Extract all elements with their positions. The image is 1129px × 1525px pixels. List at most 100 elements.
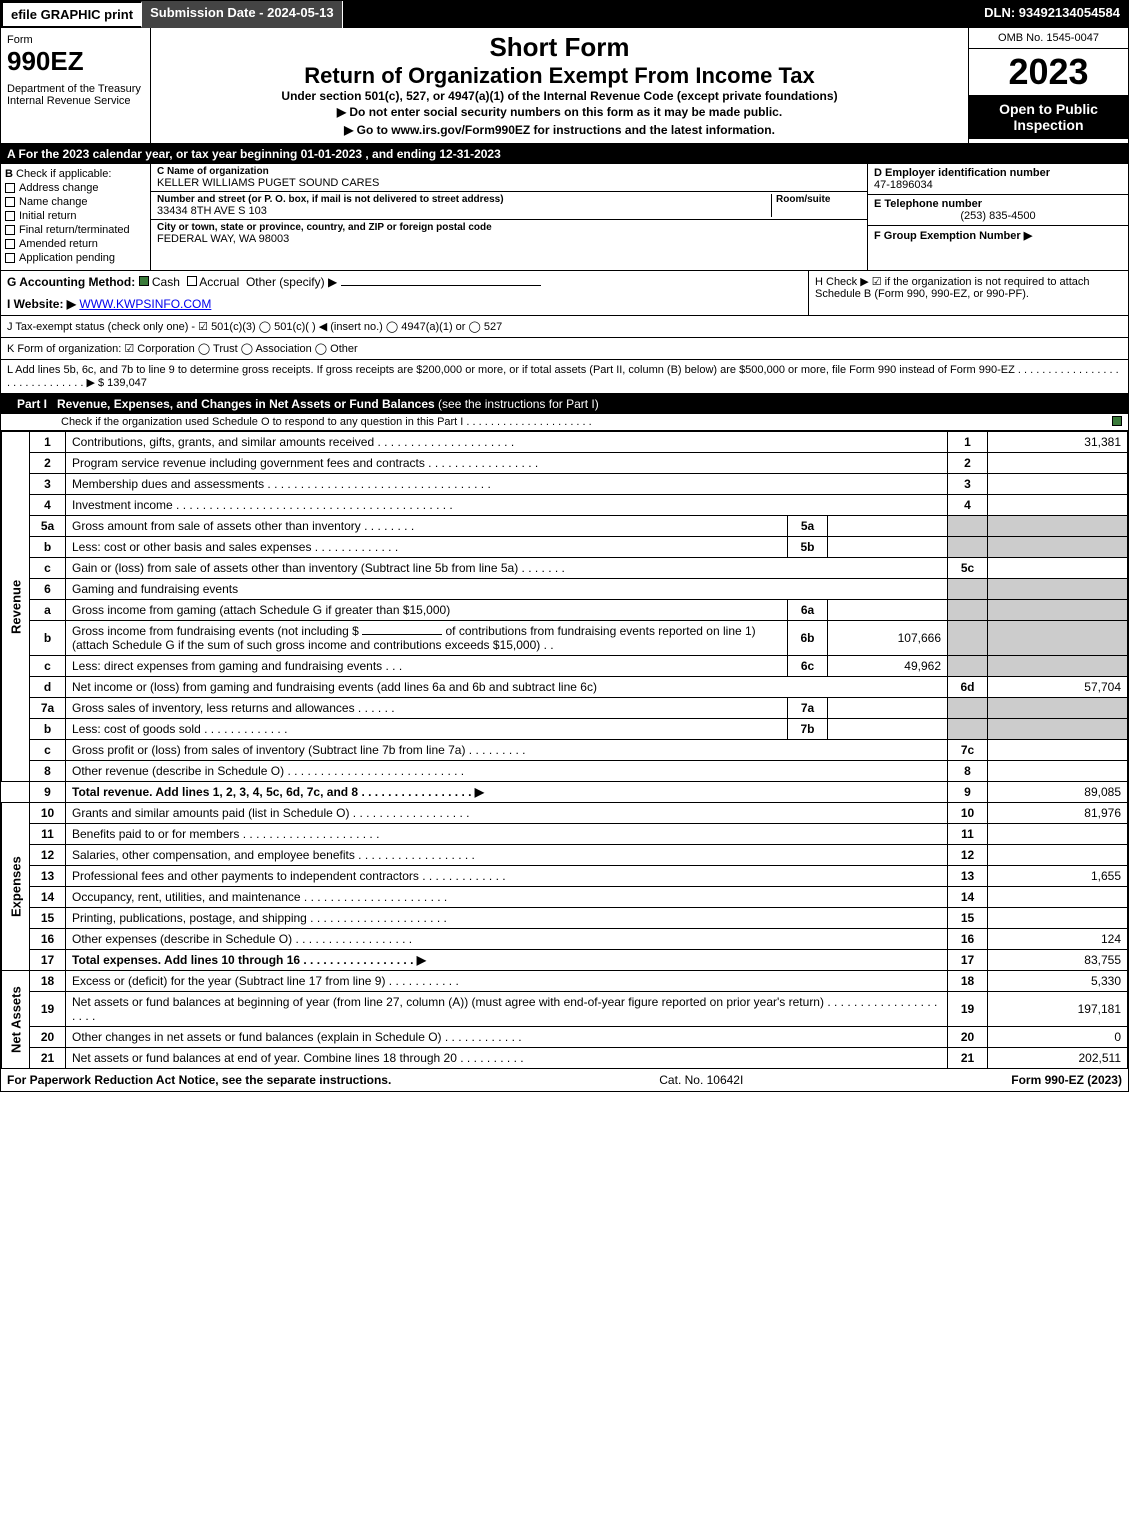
l6a-shade	[948, 600, 988, 621]
l1-no: 1	[30, 432, 66, 453]
checkbox-final-return[interactable]	[5, 225, 15, 235]
checkbox-address-change[interactable]	[5, 183, 15, 193]
l16-no: 16	[30, 929, 66, 950]
i-website-label: I Website: ▶	[7, 297, 76, 311]
l3-desc: Membership dues and assessments . . . . …	[66, 474, 948, 495]
section-k: K Form of organization: ☑ Corporation ◯ …	[1, 338, 1128, 360]
l10-desc: Grants and similar amounts paid (list in…	[66, 803, 948, 824]
l9-no: 9	[30, 782, 66, 803]
l7a-shade	[948, 698, 988, 719]
row-gh: G Accounting Method: Cash Accrual Other …	[1, 271, 1128, 316]
check-if-applicable: Check if applicable:	[16, 168, 111, 180]
l5c-rno: 5c	[948, 558, 988, 579]
l7c-desc: Gross profit or (loss) from sales of inv…	[66, 740, 948, 761]
dln-label: DLN: 93492134054584	[976, 1, 1128, 28]
goto-link[interactable]: ▶ Go to www.irs.gov/Form990EZ for instru…	[155, 121, 964, 139]
l6d-val: 57,704	[988, 677, 1128, 698]
l6b-subval: 107,666	[828, 621, 948, 656]
section-def: D Employer identification number 47-1896…	[868, 164, 1128, 270]
l5b-subno: 5b	[788, 537, 828, 558]
l5a-subval	[828, 516, 948, 537]
revenue-vertical-label: Revenue	[2, 432, 30, 782]
l18-rno: 18	[948, 971, 988, 992]
l20-desc: Other changes in net assets or fund bala…	[66, 1027, 948, 1048]
l5c-no: c	[30, 558, 66, 579]
l21-no: 21	[30, 1048, 66, 1069]
part1-title: Revenue, Expenses, and Changes in Net As…	[57, 397, 435, 411]
l21-desc: Net assets or fund balances at end of ye…	[66, 1048, 948, 1069]
omb-number: OMB No. 1545-0047	[969, 28, 1128, 49]
l3-rno: 3	[948, 474, 988, 495]
c-city-label: City or town, state or province, country…	[157, 222, 861, 233]
no-ssn-warning: ▶ Do not enter social security numbers o…	[155, 103, 964, 121]
d-ein-value: 47-1896034	[874, 179, 933, 191]
form-word: Form	[7, 34, 144, 46]
l12-val	[988, 845, 1128, 866]
header-right: OMB No. 1545-0047 2023 Open to Public In…	[968, 28, 1128, 143]
l14-val	[988, 887, 1128, 908]
l3-no: 3	[30, 474, 66, 495]
l6d-rno: 6d	[948, 677, 988, 698]
l18-val: 5,330	[988, 971, 1128, 992]
l5b-shade	[948, 537, 988, 558]
l4-desc: Investment income . . . . . . . . . . . …	[66, 495, 948, 516]
l7a-desc: Gross sales of inventory, less returns a…	[66, 698, 788, 719]
opt-address-change: Address change	[19, 182, 99, 194]
l21-rno: 21	[948, 1048, 988, 1069]
org-name: KELLER WILLIAMS PUGET SOUND CARES	[157, 177, 861, 189]
l4-val	[988, 495, 1128, 516]
l20-val: 0	[988, 1027, 1128, 1048]
l5a-no: 5a	[30, 516, 66, 537]
checkbox-application-pending[interactable]	[5, 253, 15, 263]
checkbox-name-change[interactable]	[5, 197, 15, 207]
i-website-link[interactable]: WWW.KWPSINFO.COM	[79, 297, 211, 311]
l6b-blank[interactable]	[362, 634, 442, 635]
l18-desc: Excess or (deficit) for the year (Subtra…	[66, 971, 948, 992]
dept-treasury: Department of the Treasury	[7, 83, 144, 95]
footer-right: Form 990-EZ (2023)	[1011, 1073, 1122, 1087]
l6c-shade	[948, 656, 988, 677]
l7c-rno: 7c	[948, 740, 988, 761]
l5b-subval	[828, 537, 948, 558]
expenses-vertical-label: Expenses	[2, 803, 30, 971]
l11-rno: 11	[948, 824, 988, 845]
l8-desc: Other revenue (describe in Schedule O) .…	[66, 761, 948, 782]
l6-no: 6	[30, 579, 66, 600]
l15-desc: Printing, publications, postage, and shi…	[66, 908, 948, 929]
f-group-exemption: F Group Exemption Number ▶	[874, 230, 1032, 242]
l5b-no: b	[30, 537, 66, 558]
efile-print-button[interactable]: efile GRAPHIC print	[1, 1, 142, 28]
l6c-shade2	[988, 656, 1128, 677]
l6b-desc: Gross income from fundraising events (no…	[66, 621, 788, 656]
l10-no: 10	[30, 803, 66, 824]
return-title: Return of Organization Exempt From Incom…	[155, 63, 964, 89]
l7b-desc: Less: cost of goods sold . . . . . . . .…	[66, 719, 788, 740]
g-other-line[interactable]	[341, 285, 541, 286]
l6d-no: d	[30, 677, 66, 698]
l1-val: 31,381	[988, 432, 1128, 453]
section-b: B Check if applicable: Address change Na…	[1, 164, 151, 270]
l6b-subno: 6b	[788, 621, 828, 656]
l17-no: 17	[30, 950, 66, 971]
l6c-no: c	[30, 656, 66, 677]
part1-check-text: Check if the organization used Schedule …	[61, 416, 592, 428]
l5a-desc: Gross amount from sale of assets other t…	[66, 516, 788, 537]
checkbox-accrual[interactable]	[187, 276, 197, 286]
lines-table: Revenue 1 Contributions, gifts, grants, …	[1, 431, 1128, 1069]
org-street: 33434 8TH AVE S 103	[157, 205, 771, 217]
l6-shade2	[988, 579, 1128, 600]
checkbox-amended-return[interactable]	[5, 239, 15, 249]
checkbox-cash[interactable]	[139, 276, 149, 286]
l21-val: 202,511	[988, 1048, 1128, 1069]
l7a-subno: 7a	[788, 698, 828, 719]
l16-val: 124	[988, 929, 1128, 950]
checkbox-initial-return[interactable]	[5, 211, 15, 221]
l10-rno: 10	[948, 803, 988, 824]
part1-schedule-o-checkbox[interactable]	[1112, 416, 1122, 426]
l8-val	[988, 761, 1128, 782]
l5a-subno: 5a	[788, 516, 828, 537]
l14-rno: 14	[948, 887, 988, 908]
under-section: Under section 501(c), 527, or 4947(a)(1)…	[155, 89, 964, 103]
l6c-subval: 49,962	[828, 656, 948, 677]
l16-rno: 16	[948, 929, 988, 950]
